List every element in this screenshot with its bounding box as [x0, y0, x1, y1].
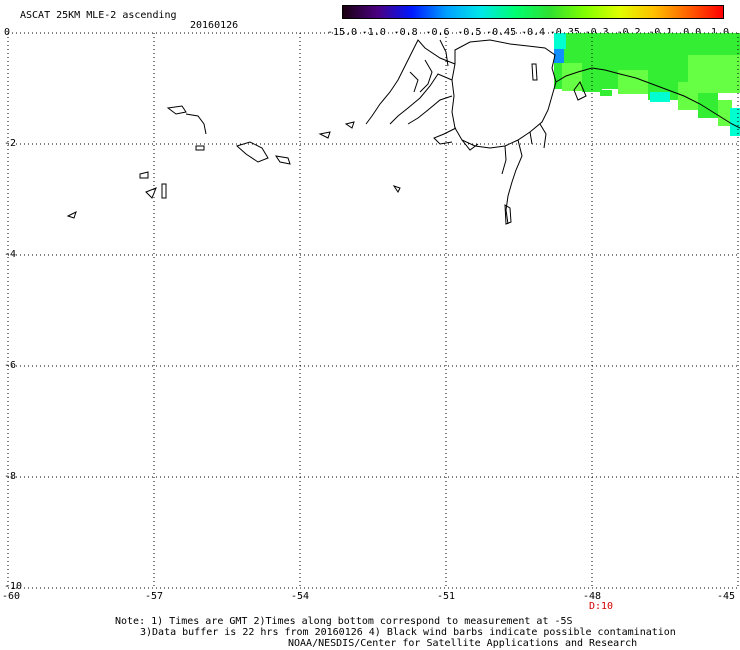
lat-tick-label: -4 [4, 249, 17, 260]
river-path [389, 73, 453, 125]
data-cell [554, 33, 566, 49]
data-cell [698, 90, 718, 118]
lake-path [139, 171, 149, 179]
colorbar-label: -0.45 [486, 27, 517, 38]
river-path [365, 39, 456, 125]
graticule [7, 32, 740, 589]
lon-tick-label: -54 [290, 591, 310, 602]
data-cell [606, 33, 740, 53]
coastline-path [555, 67, 740, 129]
lon-tick-label: -57 [144, 591, 164, 602]
lat-tick-label: -8 [4, 471, 17, 482]
lake-path [66, 211, 77, 219]
colorbar [342, 5, 724, 19]
time-label: D:10 [589, 601, 614, 612]
lake-path [274, 155, 291, 165]
coastline-path [573, 81, 587, 101]
colorbar-label: -0.5 [457, 27, 482, 38]
data-cell [566, 33, 606, 59]
river-path [539, 123, 547, 149]
data-cell [718, 100, 732, 126]
map-title: ASCAT 25KM MLE-2 ascending [20, 10, 177, 21]
river-path [419, 59, 433, 93]
colorbar-label: -0.8 [393, 27, 418, 38]
river-path [439, 39, 449, 67]
lon-tick-label: -48 [582, 591, 602, 602]
lake-path [166, 105, 187, 115]
lake-path [344, 121, 355, 129]
river-path [407, 95, 453, 125]
map-date: 20160126 [190, 20, 239, 31]
lon-tick-label: -60 [1, 591, 21, 602]
lake-path [236, 141, 269, 163]
lake-path [392, 185, 401, 193]
lake-path [185, 113, 207, 135]
coastline-path [531, 63, 538, 81]
river-path [409, 71, 419, 93]
data-cell [688, 55, 740, 93]
river-path [433, 127, 457, 145]
data-cell [730, 108, 740, 136]
lat-tick-label: -2 [4, 138, 17, 149]
lake-path [195, 145, 205, 151]
data-cell [618, 70, 648, 94]
river-path [504, 204, 512, 225]
river-path [505, 139, 523, 225]
note-line-1: Note: 1) Times are GMT 2)Times along bot… [115, 616, 573, 627]
coastline-path [451, 39, 557, 149]
river-path [529, 131, 533, 145]
data-cell [554, 49, 564, 63]
data-cell [562, 63, 582, 91]
note-line-2: 3)Data buffer is 22 hrs from 20160126 4)… [140, 627, 676, 638]
lake-path [318, 131, 331, 139]
river-path [461, 139, 479, 151]
river-path [501, 145, 507, 175]
lon-tick-label: -45 [716, 591, 736, 602]
lon-tick-label: -51 [436, 591, 456, 602]
wind-data-swath [554, 33, 740, 136]
lat-tick-label: 0 [4, 27, 11, 38]
lat-tick-label: -10 [4, 581, 23, 592]
colorbar-label: -0.6 [425, 27, 450, 38]
colorbar-label: -1.0 [361, 27, 386, 38]
lake-path [145, 187, 157, 199]
coastline [66, 39, 740, 225]
colorbar-label: -15.0 [326, 27, 358, 38]
data-cell [600, 90, 612, 96]
note-line-3: NOAA/NESDIS/Center for Satellite Applica… [288, 638, 638, 649]
lat-tick-label: -6 [4, 360, 17, 371]
lake-path [161, 183, 167, 199]
data-cell [650, 92, 670, 102]
